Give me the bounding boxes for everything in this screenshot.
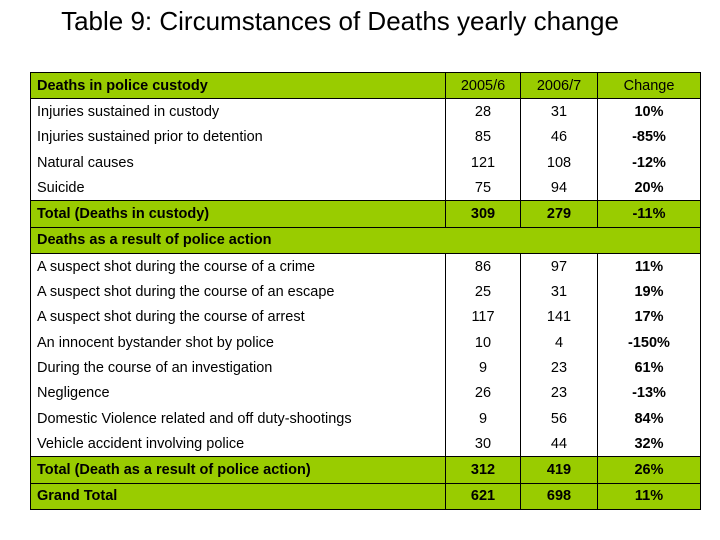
- cell: 698: [520, 482, 598, 511]
- cell: 4: [520, 329, 598, 356]
- cell: 279: [520, 200, 598, 228]
- cell: 2006/7: [520, 71, 598, 100]
- cell: 85: [445, 124, 521, 150]
- cell: 25: [445, 279, 521, 305]
- row-label: Grand Total: [30, 482, 446, 511]
- table-row: Suicide 75 94 20%: [30, 175, 701, 201]
- table-row: A suspect shot during the course of arre…: [30, 304, 701, 330]
- cell: 121: [445, 149, 521, 176]
- cell: 46: [520, 124, 598, 150]
- row-label: Natural causes: [30, 149, 446, 176]
- row-label: Injuries sustained in custody: [30, 98, 446, 125]
- cell: Change: [597, 71, 701, 100]
- table-row: An innocent bystander shot by police 10 4-…: [30, 329, 701, 356]
- cell: 621: [445, 482, 521, 511]
- row-label: Suicide: [30, 175, 446, 201]
- cell: 30: [445, 431, 521, 457]
- table-row: Deaths in police custody 2005/6 2006/7 Chan…: [30, 71, 701, 100]
- cell: 312: [445, 456, 521, 484]
- cell: 75: [445, 175, 521, 201]
- cell: 31: [520, 279, 598, 305]
- table-row: Injuries sustained in custody 28 31 10%: [30, 98, 701, 125]
- table-row: Total (Deaths in custody) 309 279 -11%: [30, 200, 701, 228]
- table-row: Deaths as a result of police action: [30, 226, 701, 255]
- table-row: During the course of an investigation 9 23…: [30, 355, 701, 381]
- cell: -85%: [597, 124, 701, 150]
- cell: 84%: [597, 405, 701, 432]
- table-row: A suspect shot during the course of an e…: [30, 279, 701, 305]
- row-label: A suspect shot during the course of a cr…: [30, 253, 446, 280]
- row-label: An innocent bystander shot by police: [30, 329, 446, 356]
- cell: 141: [520, 304, 598, 330]
- cell: 309: [445, 200, 521, 228]
- table-row: Vehicle accident involving police 30 44 32%: [30, 431, 701, 457]
- cell: 61%: [597, 355, 701, 381]
- cell: 20%: [597, 175, 701, 201]
- table-row: Natural causes 121 108 -12%: [30, 149, 701, 176]
- cell: -12%: [597, 149, 701, 176]
- cell: 10: [445, 329, 521, 356]
- table-row: Total (Death as a result of police actio…: [30, 456, 701, 484]
- cell: 94: [520, 175, 598, 201]
- cell: 17%: [597, 304, 701, 330]
- cell: -11%: [597, 200, 701, 228]
- cell: 44: [520, 431, 598, 457]
- table-row: Domestic Violence related and off duty-s…: [30, 405, 701, 432]
- table: Deaths in police custody 2005/6 2006/7 Chan…: [30, 71, 701, 511]
- cell: 26: [445, 380, 521, 406]
- row-label: Vehicle accident involving police: [30, 431, 446, 457]
- row-label: Deaths in police custody: [30, 71, 446, 100]
- cell: 86: [445, 253, 521, 280]
- row-label: Deaths as a result of police action: [30, 226, 701, 255]
- cell: 56: [520, 405, 598, 432]
- cell: 32%: [597, 431, 701, 457]
- cell: 23: [520, 380, 598, 406]
- cell: 26%: [597, 456, 701, 484]
- cell: 9: [445, 405, 521, 432]
- row-label: Domestic Violence related and off duty-s…: [30, 405, 446, 432]
- cell: 2005/6: [445, 71, 521, 100]
- row-label: During the course of an investigation: [30, 355, 446, 381]
- row-label: Total (Death as a result of police actio…: [30, 456, 446, 484]
- cell: 97: [520, 253, 598, 280]
- row-label: A suspect shot during the course of an e…: [30, 279, 446, 305]
- cell: -150%: [597, 329, 701, 356]
- table-row: Negligence 26 23 -13%: [30, 380, 701, 406]
- cell: 19%: [597, 279, 701, 305]
- cell: 31: [520, 98, 598, 125]
- cell: 419: [520, 456, 598, 484]
- cell: 9: [445, 355, 521, 381]
- cell: 11%: [597, 482, 701, 511]
- cell: 11%: [597, 253, 701, 280]
- cell: 108: [520, 149, 598, 176]
- table-row: Injuries sustained prior to detention 85 4…: [30, 124, 701, 150]
- row-label: A suspect shot during the course of arre…: [30, 304, 446, 330]
- row-label: Total (Deaths in custody): [30, 200, 446, 228]
- cell: 10%: [597, 98, 701, 125]
- row-label: Negligence: [30, 380, 446, 406]
- cell: 117: [445, 304, 521, 330]
- row-label: Injuries sustained prior to detention: [30, 124, 446, 150]
- table-row: A suspect shot during the course of a cr…: [30, 253, 701, 280]
- table-row: Grand Total 621 698 11%: [30, 482, 701, 511]
- cell: -13%: [597, 380, 701, 406]
- cell: 28: [445, 98, 521, 125]
- title: Table 9: Circumstances of Deaths yearly …: [61, 6, 619, 36]
- cell: 23: [520, 355, 598, 381]
